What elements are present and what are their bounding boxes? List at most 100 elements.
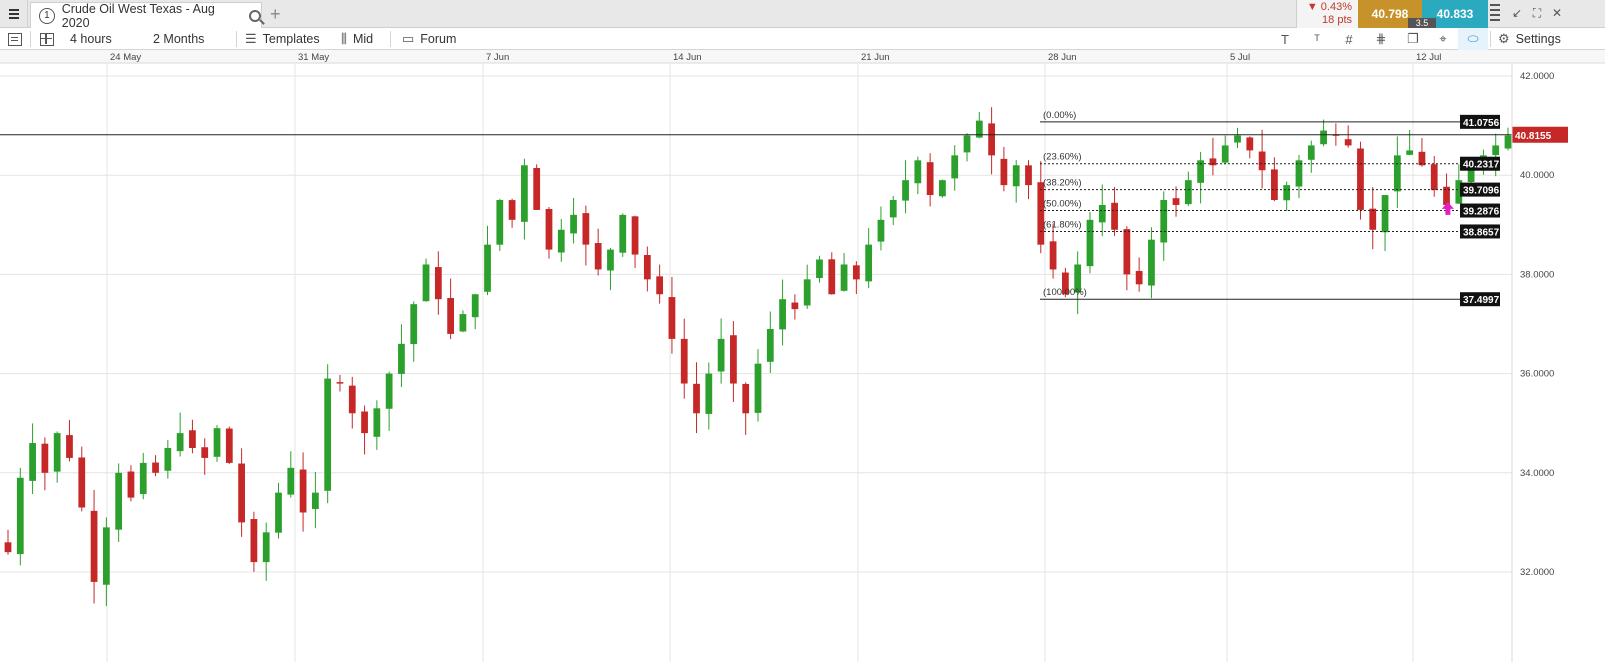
candle-body <box>275 492 282 533</box>
candle-body <box>1467 160 1475 183</box>
drawing-tools-icon[interactable]: ⋕ <box>1375 31 1387 46</box>
label-icon[interactable]: ⬭ <box>1458 28 1488 50</box>
watchlist-toggle[interactable] <box>8 28 28 50</box>
x-tick-label: 21 Jun <box>861 52 890 63</box>
candle-body <box>828 259 836 295</box>
candle-body <box>1197 160 1205 183</box>
candle-body <box>557 229 565 253</box>
candle-body <box>1430 164 1438 191</box>
candles-icon: ⫼ <box>341 31 347 46</box>
fib-price-box <box>1460 114 1500 129</box>
grid-icon[interactable]: # <box>1345 31 1353 47</box>
crosshair-icon[interactable]: ⌖ <box>1439 31 1447 46</box>
candle-body <box>434 267 442 300</box>
fib-price-label: 38.8657 <box>1463 227 1500 238</box>
candle-body <box>1221 145 1229 163</box>
candle-body <box>717 338 725 372</box>
candle-body <box>1443 186 1450 205</box>
candle-body <box>1369 208 1377 230</box>
candle-body <box>926 162 934 196</box>
x-tick-label: 5 Jul <box>1230 52 1250 63</box>
candle-body <box>1135 270 1143 285</box>
sell-price-button[interactable]: 40.798 <box>1358 0 1422 28</box>
settings-button[interactable]: ⚙ Settings <box>1498 28 1561 50</box>
candle-body <box>1012 165 1020 187</box>
candle-body <box>176 433 184 452</box>
candle-body <box>1418 151 1426 166</box>
maximize-icon[interactable]: ⛶ <box>1532 6 1542 20</box>
candle-body <box>643 255 651 280</box>
hamburger-menu-icon[interactable] <box>0 0 28 28</box>
candle-body <box>53 433 61 472</box>
candle-body <box>336 382 344 384</box>
price-chart[interactable]: (0.00%) 41.0756 (23.60%) 40.2317 (38.20%) 39.… <box>0 50 1605 662</box>
axes: 24 May 31 May 7 Jun 14 Jun 21 Jun 28 Jun 5 Jul… <box>0 50 1605 662</box>
time-axis-band <box>0 50 1605 63</box>
fib-level-label: (61.80%) <box>1043 219 1082 230</box>
range-dropdown[interactable]: 2 Months <box>153 32 205 46</box>
add-tab-button[interactable]: + <box>270 4 281 24</box>
candle-body <box>1246 137 1254 151</box>
interval-dropdown[interactable]: 4 hours <box>70 32 112 46</box>
candle-body <box>1098 204 1106 223</box>
text-tool-icon[interactable]: T <box>1281 31 1289 47</box>
templates-icon: ☰ <box>245 31 257 46</box>
candle-body <box>594 243 602 270</box>
crosshair-tool-icon[interactable]: ᵀ <box>1314 31 1320 47</box>
fib-level-label: (23.60%) <box>1043 152 1082 163</box>
candle-body <box>1172 198 1180 205</box>
candle-body <box>398 343 405 374</box>
candle-body <box>508 200 516 220</box>
fibonacci-retracement[interactable]: (0.00%) 41.0756 (23.60%) 40.2317 (38.20%) 39.… <box>1040 110 1500 307</box>
candle-body <box>877 219 885 242</box>
candle-body <box>422 264 430 302</box>
candle-body <box>1357 148 1364 210</box>
candle-body <box>1271 169 1278 200</box>
forum-button[interactable]: ▭ Forum <box>402 28 456 50</box>
close-icon[interactable]: ✕ <box>1551 6 1563 20</box>
candle-body <box>164 448 172 471</box>
search-icon[interactable] <box>249 9 261 22</box>
candle-body <box>250 519 258 563</box>
candle-body <box>287 467 295 495</box>
fib-price-label: 41.0756 <box>1463 118 1500 129</box>
candle-body <box>1381 195 1389 233</box>
candle-body <box>1209 158 1217 166</box>
candle-body <box>1455 180 1463 204</box>
candle-body <box>680 338 688 384</box>
fib-level-label: (100.00%) <box>1043 287 1087 298</box>
price-type-label: Mid <box>352 32 374 46</box>
scroll-indicator-icon[interactable] <box>1490 4 1500 24</box>
candle-body <box>693 383 700 414</box>
layout-toggle[interactable] <box>40 28 60 50</box>
candle-body <box>1492 145 1500 156</box>
candles <box>4 107 1512 607</box>
candle-body <box>607 249 614 271</box>
templates-button[interactable]: ☰ Templates <box>245 28 320 50</box>
minimize-icon[interactable]: ↙ <box>1511 6 1523 20</box>
candle-body <box>803 279 811 306</box>
candle-body <box>447 298 455 334</box>
candle-body <box>1234 135 1241 143</box>
markers <box>1441 201 1454 215</box>
candle-body <box>545 208 553 250</box>
price-change: ▼ 0.43% 18 pts <box>1296 0 1358 28</box>
candle-body <box>791 302 799 310</box>
fib-price-box <box>1460 224 1500 239</box>
up-arrow-marker-icon <box>1441 201 1454 215</box>
candle-body <box>1123 229 1131 275</box>
candle-body <box>705 373 713 414</box>
layers-icon[interactable]: ❐ <box>1407 31 1419 46</box>
candle-body <box>385 373 393 409</box>
candle-body <box>902 180 909 201</box>
candle-body <box>16 477 24 555</box>
y-tick-label: 42.0000 <box>1520 71 1554 82</box>
price-type-button[interactable]: ⫼ Mid <box>341 28 373 50</box>
candle-body <box>1148 239 1155 286</box>
candle-body <box>521 165 528 222</box>
candle-body <box>988 123 995 156</box>
candle-body <box>840 264 848 291</box>
fib-price-box <box>1460 203 1500 218</box>
instrument-tab[interactable]: 1 Crude Oil West Texas - Aug 2020 <box>30 2 262 30</box>
